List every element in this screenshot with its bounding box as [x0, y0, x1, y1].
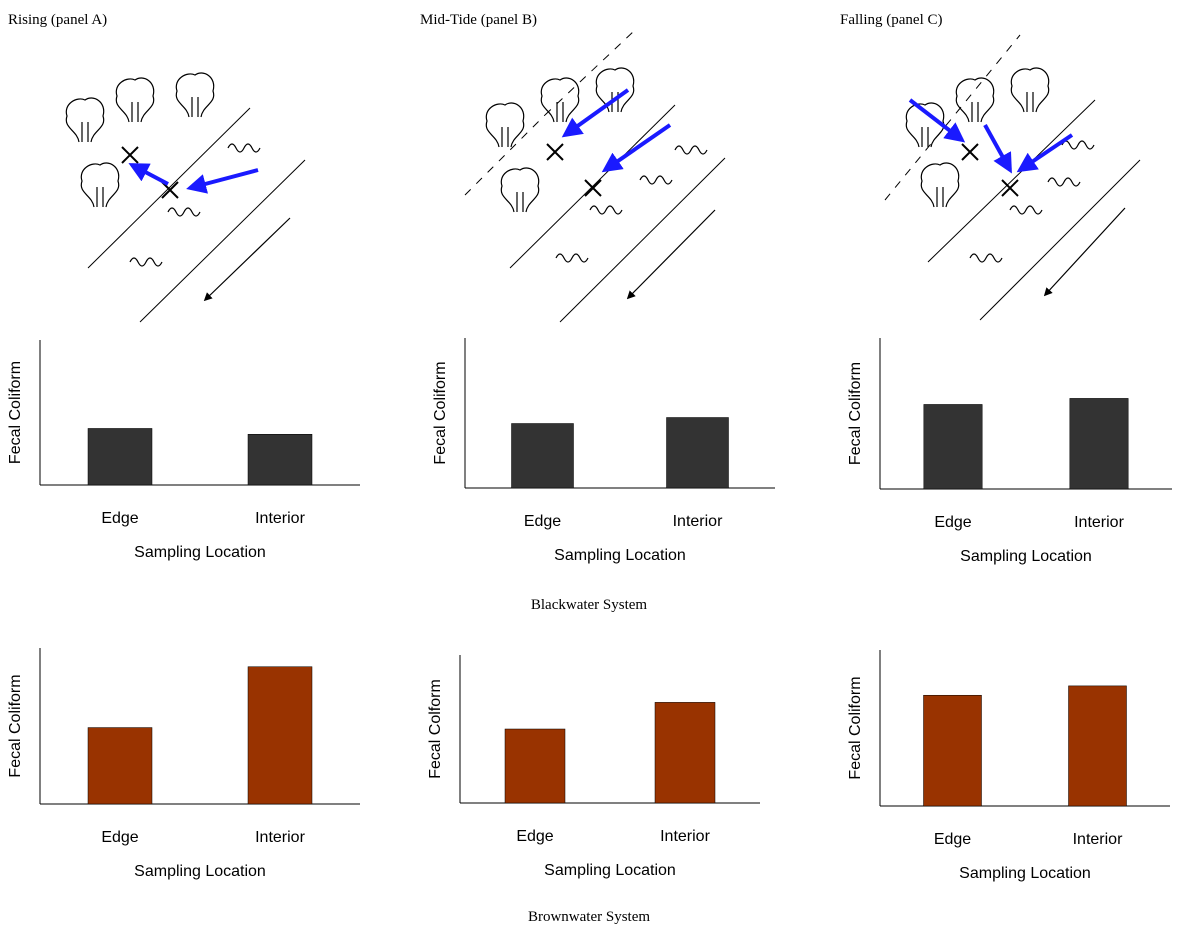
tide-arrow [203, 217, 291, 302]
panel-title: Mid-Tide (panel B) [420, 12, 537, 28]
y-axis-label: Fecal Coliform [7, 361, 24, 464]
wave [1047, 177, 1081, 187]
tree [485, 102, 525, 148]
bar [923, 694, 982, 807]
y-axis-label: Fecal Colform [427, 679, 444, 779]
x-tick-label: Interior [1073, 831, 1123, 848]
flow-arrow [128, 163, 169, 186]
flow-arrow [601, 123, 672, 173]
bar [654, 702, 716, 804]
x-tick-label: Edge [101, 510, 138, 527]
shore-line [139, 159, 306, 323]
shore-line [884, 34, 1021, 201]
x-tick-label: Edge [934, 514, 971, 531]
panel-title: Rising (panel A) [8, 12, 107, 28]
sample-site [1001, 179, 1019, 197]
bar [1069, 398, 1129, 490]
x-tick-label: Interior [255, 829, 305, 846]
bar [511, 423, 574, 489]
shore-line [544, 29, 636, 116]
bar [87, 727, 153, 805]
tide-arrow [1043, 207, 1126, 297]
sample-site [121, 146, 139, 164]
bar [247, 666, 313, 805]
tree [500, 167, 540, 213]
tree [115, 77, 155, 123]
flow-arrow [186, 168, 259, 194]
x-axis-label: Sampling Location [134, 863, 266, 880]
x-axis-label: Sampling Location [134, 544, 266, 561]
tree [905, 102, 945, 148]
flow-arrow [908, 98, 966, 143]
y-axis-label: Fecal Coliform [432, 361, 449, 464]
x-tick-label: Edge [101, 829, 138, 846]
x-tick-label: Interior [1074, 514, 1124, 531]
sample-site [161, 181, 179, 199]
flow-arrow [561, 88, 630, 138]
wave [167, 207, 201, 217]
wave [555, 253, 589, 263]
x-tick-label: Edge [516, 828, 553, 845]
sample-site [961, 143, 979, 161]
wave [674, 145, 708, 155]
shore-line [464, 114, 546, 196]
tree [920, 162, 960, 208]
x-axis-label: Sampling Location [554, 547, 686, 564]
panel-title: Falling (panel C) [840, 12, 942, 28]
bar [247, 434, 313, 486]
y-axis-label: Fecal Coliform [847, 362, 864, 465]
x-tick-label: Interior [255, 510, 305, 527]
sample-site [546, 143, 564, 161]
bar [923, 404, 983, 490]
tree [595, 67, 635, 113]
x-tick-label: Interior [660, 828, 710, 845]
tree [1010, 67, 1050, 113]
bar [666, 417, 729, 489]
wave [1009, 205, 1043, 215]
wave [1061, 140, 1095, 150]
sample-site [584, 179, 602, 197]
system-label: Blackwater System [531, 597, 648, 613]
bar [1068, 685, 1127, 807]
wave [639, 175, 673, 185]
x-axis-label: Sampling Location [959, 865, 1091, 882]
tree [540, 77, 580, 123]
x-tick-label: Interior [673, 513, 723, 530]
x-axis-label: Sampling Location [544, 862, 676, 879]
wave [969, 253, 1003, 263]
bar [87, 428, 153, 486]
tide-arrow [626, 209, 716, 300]
tree [175, 72, 215, 118]
wave [129, 257, 163, 267]
tree [65, 97, 105, 143]
wave [589, 205, 623, 215]
tree [955, 77, 995, 123]
x-tick-label: Edge [934, 831, 971, 848]
shore-line [559, 157, 726, 323]
tree [80, 162, 120, 208]
x-axis-label: Sampling Location [960, 548, 1092, 565]
y-axis-label: Fecal Coliform [847, 676, 864, 779]
x-tick-label: Edge [524, 513, 561, 530]
bar [504, 728, 566, 804]
wave [227, 143, 261, 153]
shore-line [927, 99, 1096, 263]
y-axis-label: Fecal Coliform [7, 674, 24, 777]
flow-arrow [1016, 133, 1074, 173]
shore-line [979, 159, 1141, 321]
flow-arrow [983, 124, 1012, 174]
system-label: Brownwater System [528, 909, 650, 925]
